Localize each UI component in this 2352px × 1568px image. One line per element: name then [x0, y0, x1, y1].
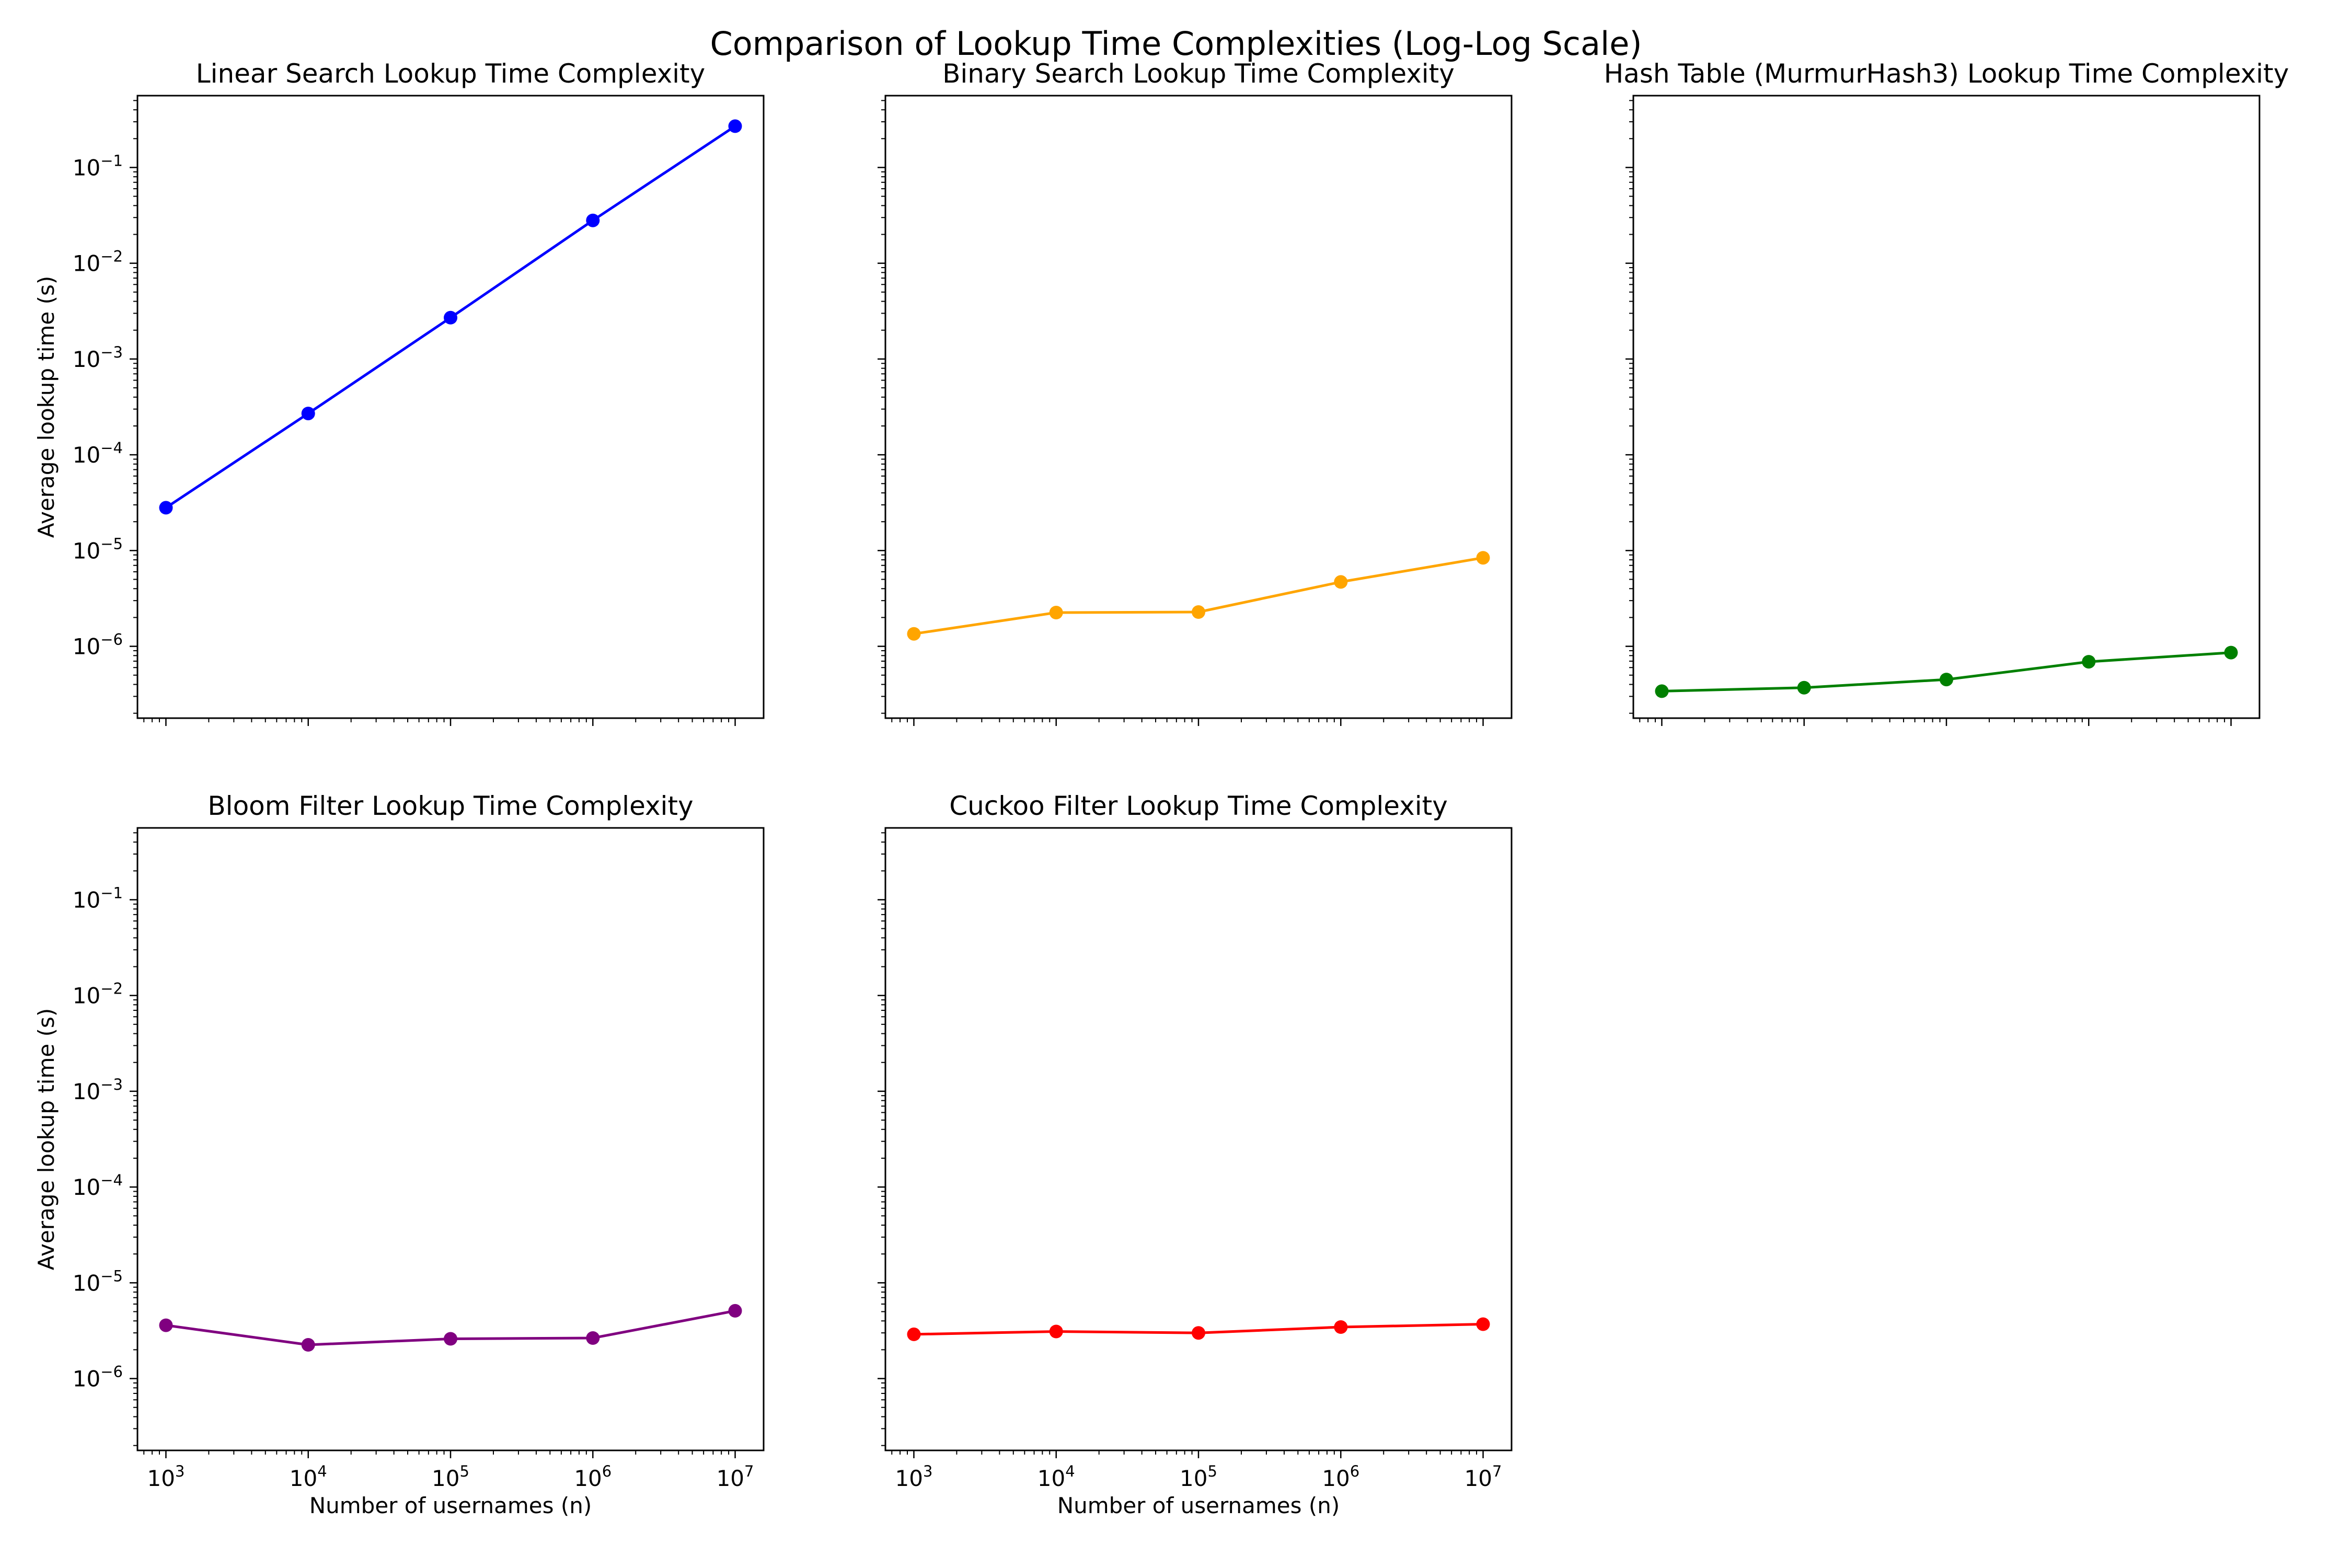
x-tick-label: 106: [1322, 1462, 1359, 1491]
plot-frame: [136, 827, 765, 1451]
y-tick-label: 10−2: [73, 248, 123, 276]
subplot-title: Hash Table (MurmurHash3) Lookup Time Com…: [1604, 59, 2289, 89]
subplot-title: Bloom Filter Lookup Time Complexity: [207, 791, 693, 821]
data-point: [2224, 645, 2238, 660]
data-point: [1655, 684, 1669, 698]
x-axis-label: Number of usernames (n): [1057, 1493, 1340, 1518]
y-tick-label: 10−5: [73, 535, 123, 563]
data-point: [444, 310, 457, 325]
data-point: [1797, 681, 1811, 695]
x-axis-label: Number of usernames (n): [309, 1493, 592, 1518]
plot-frame: [884, 95, 1513, 719]
data-point: [907, 1327, 921, 1341]
data-point: [1334, 575, 1348, 589]
data-point: [1192, 605, 1205, 619]
y-tick-label: 10−6: [73, 631, 123, 660]
y-axis-label: Average lookup time (s): [33, 1008, 59, 1270]
y-tick-label: 10−4: [73, 1171, 123, 1200]
x-tick-label: 104: [1037, 1462, 1075, 1491]
x-tick-label: 107: [717, 1462, 754, 1491]
data-point: [159, 501, 173, 515]
y-tick-label: 10−1: [73, 152, 123, 180]
subplot-5: Cuckoo Filter Lookup Time Complexity 103 1…: [878, 791, 1513, 1518]
y-tick-label: 10−3: [73, 343, 123, 372]
data-point: [301, 1338, 315, 1352]
data-point: [301, 407, 315, 421]
subplot-4: Bloom Filter Lookup Time Complexity 10−6 1…: [33, 791, 765, 1518]
subplot-3: Hash Table (MurmurHash3) Lookup Time Com…: [1604, 59, 2289, 726]
subplot-title: Cuckoo Filter Lookup Time Complexity: [949, 791, 1448, 821]
data-point: [1334, 1320, 1348, 1334]
data-point: [586, 213, 600, 227]
data-point: [728, 1304, 742, 1318]
figure-title: Comparison of Lookup Time Complexities (…: [710, 25, 1642, 63]
y-tick-label: 10−5: [73, 1267, 123, 1296]
plot-frame: [1632, 95, 2261, 719]
data-point: [907, 627, 921, 641]
data-point: [1049, 606, 1063, 619]
data-point: [1476, 551, 1490, 565]
data-point: [1049, 1324, 1063, 1339]
y-tick-label: 10−3: [73, 1076, 123, 1104]
x-tick-label: 106: [574, 1462, 612, 1491]
y-axis-label: Average lookup time (s): [33, 276, 59, 538]
data-point: [1192, 1326, 1205, 1340]
x-tick-label: 103: [895, 1462, 933, 1491]
y-tick-label: 10−6: [73, 1363, 123, 1392]
subplot-1: Linear Search Lookup Time Complexity 10−6…: [33, 59, 765, 726]
subplot-title: Binary Search Lookup Time Complexity: [942, 59, 1455, 89]
y-tick-label: 10−4: [73, 439, 123, 468]
x-tick-label: 103: [147, 1462, 185, 1491]
x-tick-label: 105: [1180, 1462, 1217, 1491]
data-point: [444, 1332, 457, 1346]
data-point: [2082, 655, 2096, 669]
data-point: [1940, 673, 1953, 687]
data-point: [1476, 1317, 1490, 1331]
y-tick-label: 10−2: [73, 980, 123, 1009]
plot-frame: [136, 95, 765, 719]
data-point: [159, 1318, 173, 1332]
subplot-grid: Linear Search Lookup Time Complexity 10−6…: [33, 59, 2289, 1518]
data-point: [586, 1331, 600, 1345]
subplot-2: Binary Search Lookup Time Complexity: [878, 59, 1513, 726]
plot-frame: [884, 827, 1513, 1451]
y-tick-label: 10−1: [73, 884, 123, 913]
x-tick-label: 105: [432, 1462, 469, 1491]
x-tick-label: 107: [1465, 1462, 1502, 1491]
subplot-title: Linear Search Lookup Time Complexity: [196, 59, 706, 89]
data-point: [728, 119, 742, 133]
x-tick-label: 104: [290, 1462, 327, 1491]
